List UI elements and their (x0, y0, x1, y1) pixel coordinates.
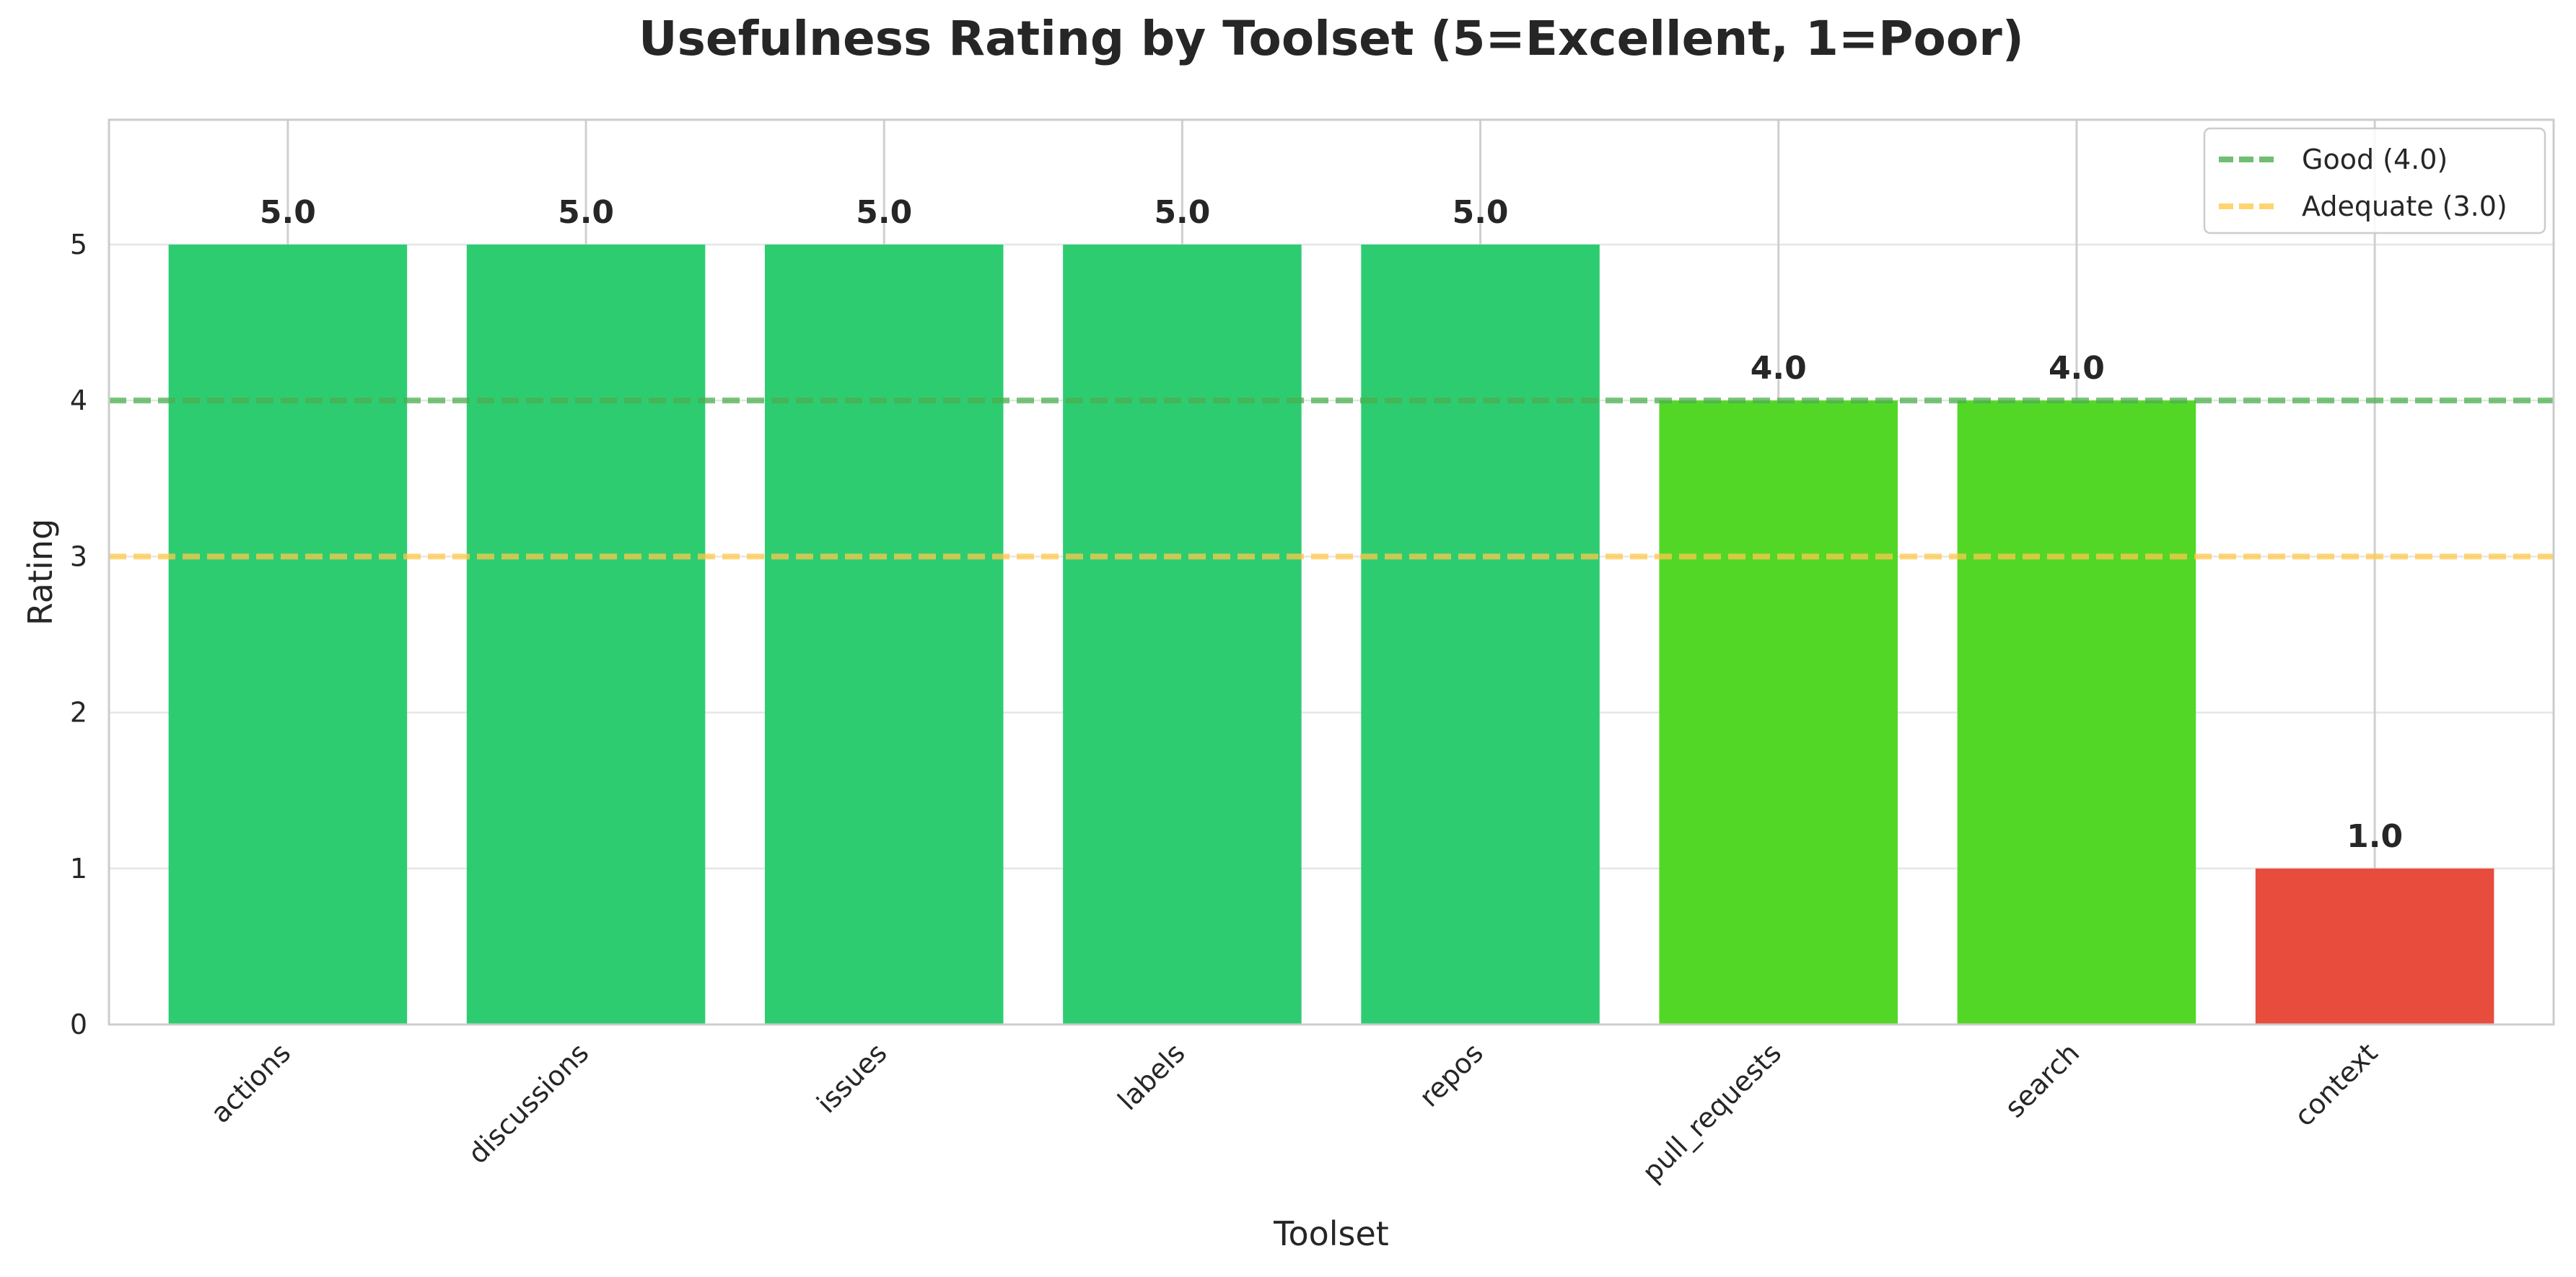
value-label: 5.0 (856, 194, 912, 231)
bar-actions (169, 245, 408, 1024)
y-tick-label: 0 (70, 1009, 87, 1040)
y-tick-label: 2 (70, 697, 87, 729)
value-label: 5.0 (1154, 194, 1210, 231)
y-tick-label: 1 (70, 853, 87, 885)
legend-adequate-label: Adequate (3.0) (2302, 190, 2507, 222)
bar-repos (1361, 245, 1600, 1024)
bar-issues (765, 245, 1004, 1024)
bar-discussions (467, 245, 706, 1024)
y-tick-label: 5 (70, 229, 87, 260)
bar-search (1958, 400, 2196, 1024)
bar-labels (1063, 245, 1302, 1024)
y-axis-label: Rating (21, 519, 60, 626)
value-label: 5.0 (1453, 194, 1509, 231)
legend: Good (4.0) Adequate (3.0) (2204, 128, 2545, 233)
legend-good-label: Good (4.0) (2302, 144, 2448, 175)
value-label: 1.0 (2347, 818, 2403, 855)
bar-pull_requests (1659, 400, 1898, 1024)
value-label: 5.0 (260, 194, 316, 231)
x-axis-label: Toolset (1273, 1214, 1389, 1253)
chart-title: Usefulness Rating by Toolset (5=Excellen… (639, 11, 2024, 66)
y-tick-label: 3 (70, 540, 87, 572)
y-tick-label: 4 (70, 385, 87, 416)
value-label: 5.0 (558, 194, 614, 231)
value-label: 4.0 (2049, 350, 2105, 387)
bar-context (2256, 869, 2494, 1024)
value-label: 4.0 (1751, 350, 1807, 387)
